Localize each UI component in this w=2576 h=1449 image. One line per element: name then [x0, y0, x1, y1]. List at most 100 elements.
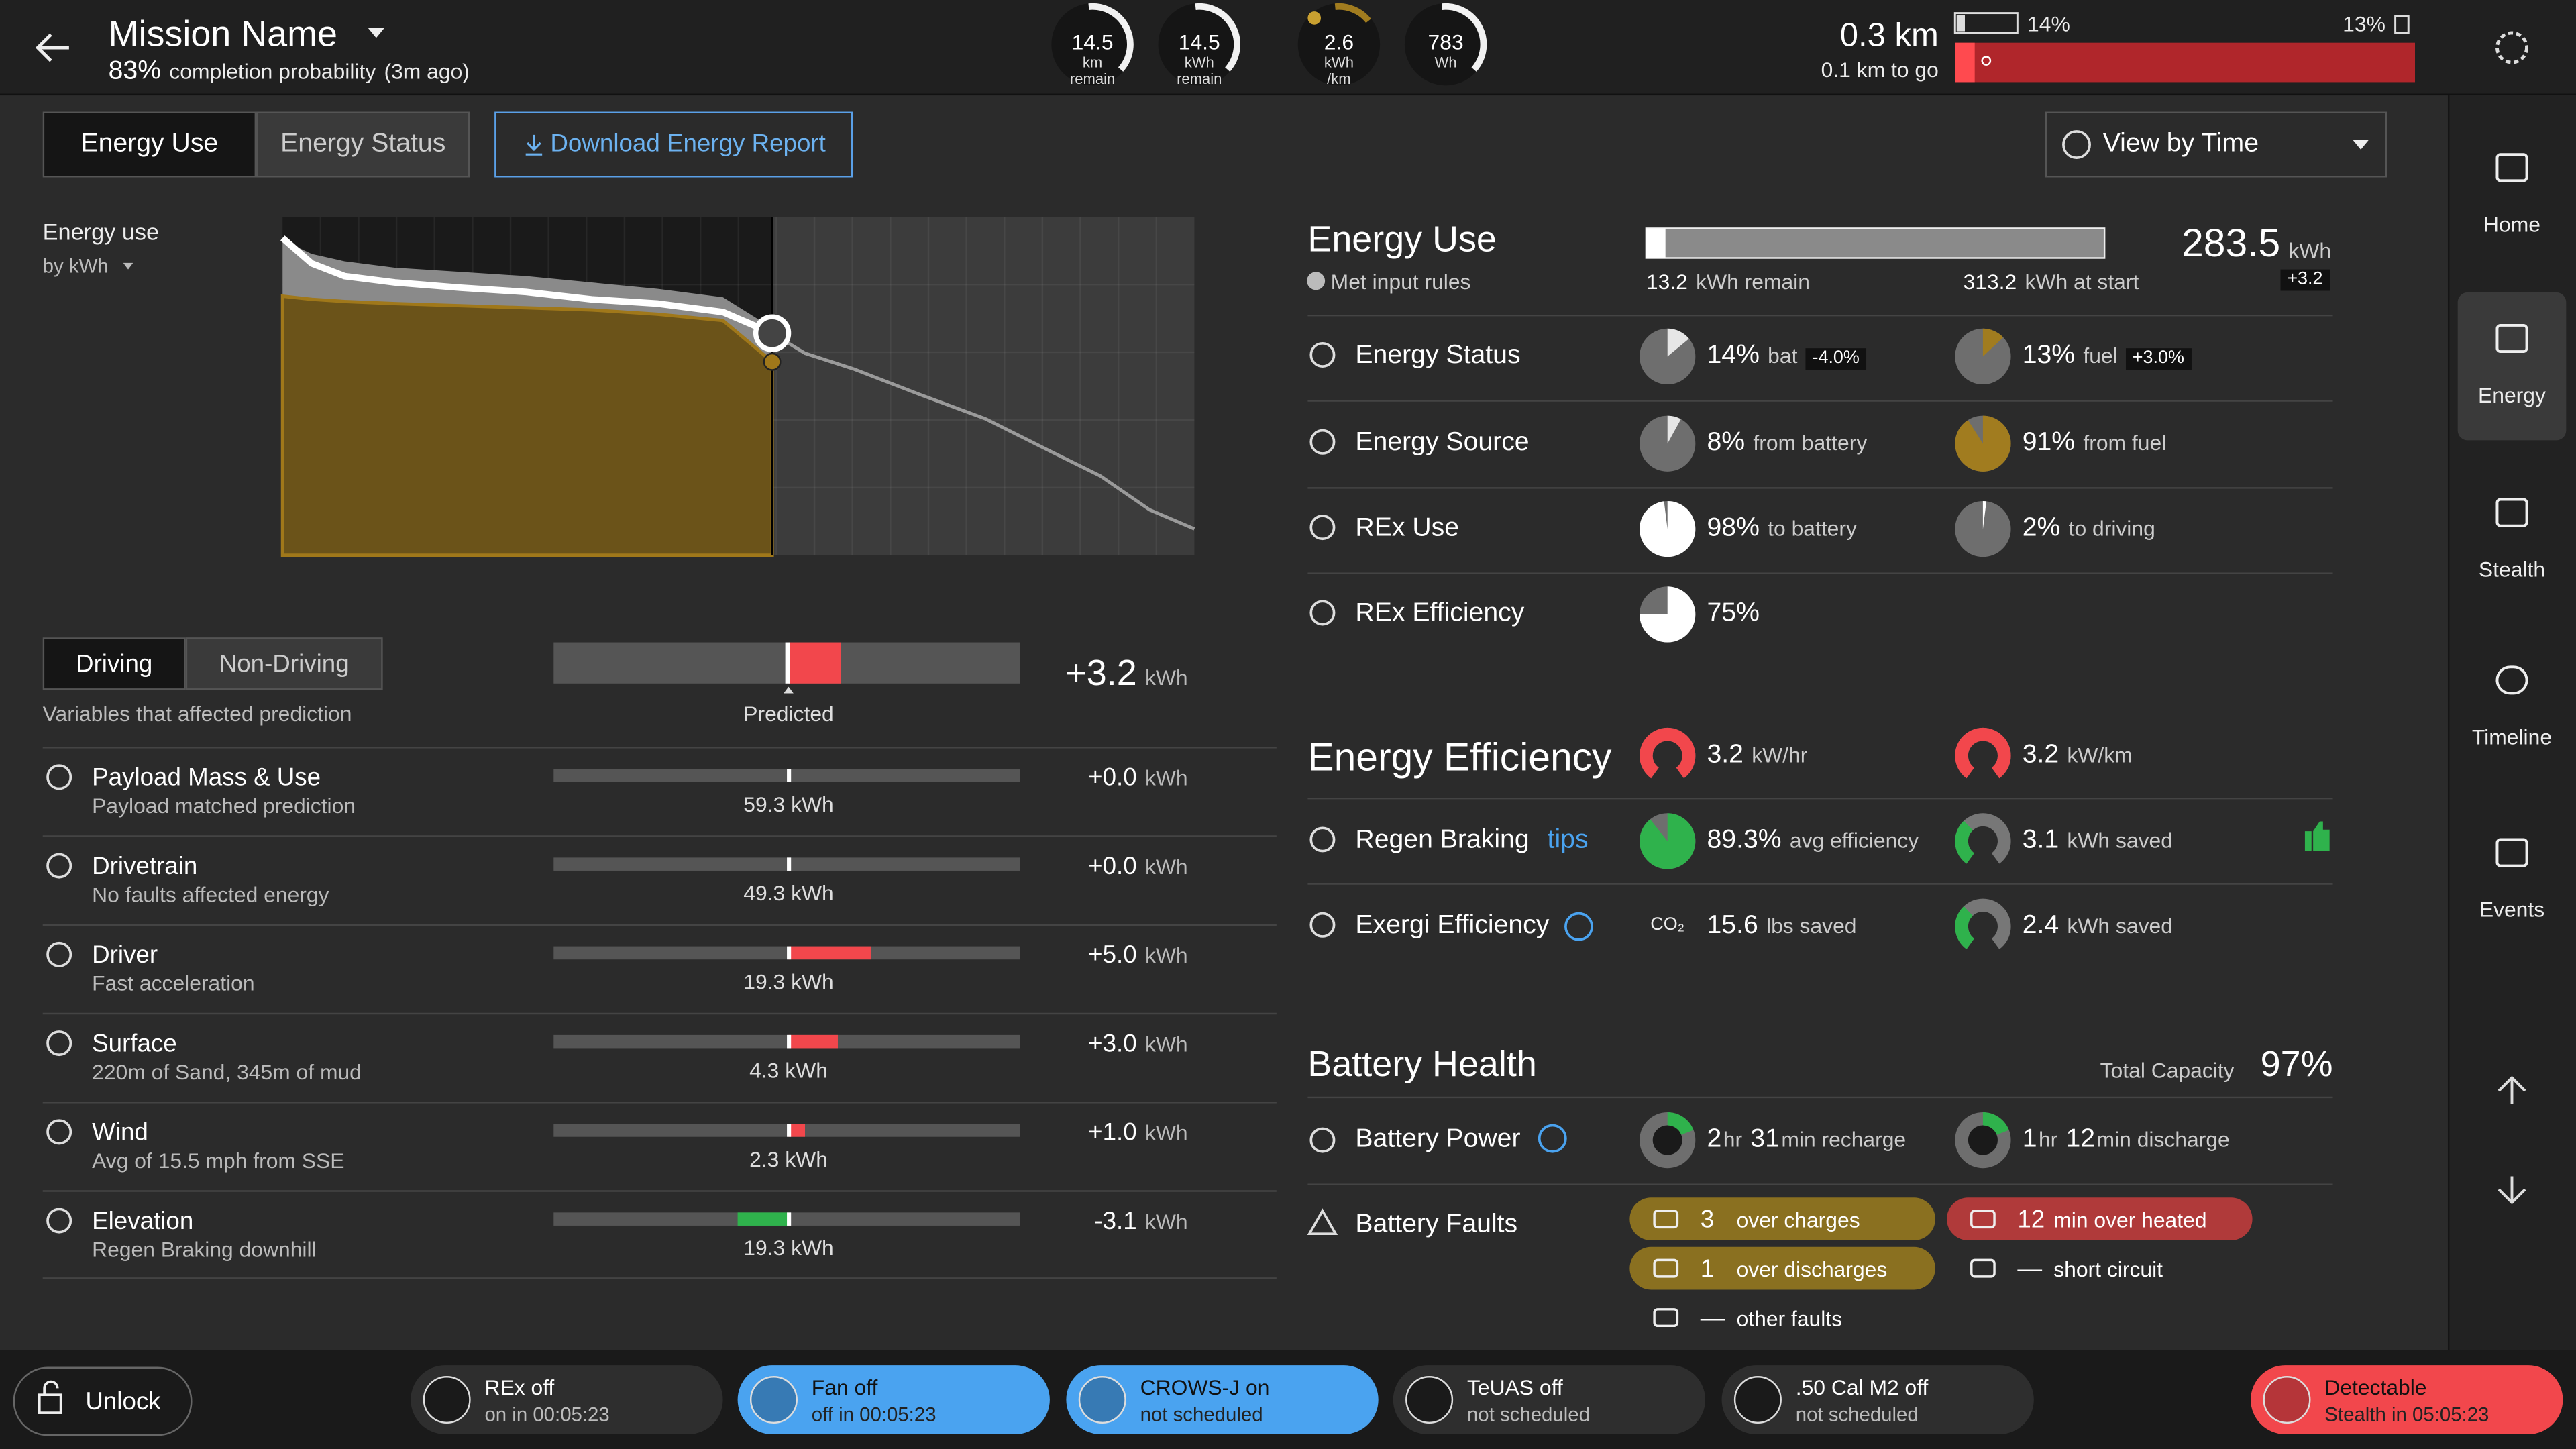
marker: [787, 1034, 792, 1049]
status-icon: [1405, 1376, 1454, 1424]
tab[interactable]: [256, 111, 470, 178]
efficiency-value: 2.4 kWh saved: [2023, 912, 2173, 940]
status-icon: [1733, 1376, 1782, 1424]
fault-count: 12: [2017, 1205, 2045, 1234]
delta-bar: [788, 946, 871, 960]
pct-group: 8% from battery: [1707, 429, 1868, 457]
tab[interactable]: [42, 111, 257, 178]
gauge-fill: [1955, 820, 1975, 864]
marker: [787, 857, 792, 871]
pct-text: to battery: [1768, 515, 1857, 541]
row-title: Payload Mass & Use: [92, 763, 321, 792]
text: (3m ago): [384, 59, 470, 84]
capacity: 97%: [2260, 1043, 2333, 1085]
row-label: Energy Status: [1355, 341, 1521, 370]
sidebar-label: Events: [2479, 897, 2545, 922]
status-title: Fan off: [811, 1375, 878, 1400]
status-title: Detectable: [2324, 1375, 2427, 1400]
row-icon: [46, 853, 72, 879]
gauge-arc: [1441, 3, 1487, 72]
power-icon-center: [1652, 1125, 1682, 1155]
text: min discharge: [2096, 1127, 2230, 1152]
sidebar-icon: [2496, 838, 2528, 867]
status-icon: [749, 1376, 798, 1424]
row-delta: +3.0: [1088, 1030, 1137, 1059]
text: 1: [2022, 1125, 2037, 1154]
pie-slice: [1955, 415, 2011, 472]
scroll-down: [2498, 1176, 2526, 1205]
view-select[interactable]: [2045, 111, 2387, 178]
tab-label: Energy Status: [280, 129, 446, 158]
pct-group: 98% to battery: [1707, 514, 1857, 543]
status-pill[interactable]: [737, 1365, 1050, 1434]
info-icon: [1538, 1124, 1567, 1153]
pie-slice: [1667, 415, 1681, 444]
unlock-label: Unlock: [85, 1388, 161, 1417]
chart-area: [280, 294, 774, 557]
section-title: Energy Efficiency: [1307, 736, 1612, 781]
row-delta: -3.1: [1094, 1208, 1137, 1236]
efficiency-value: 3.2 kW/hr: [1707, 742, 1808, 769]
pct-value: 75: [1707, 599, 1737, 628]
total-unit: kWh: [1144, 665, 1188, 690]
efficiency-value: 3.1 kWh saved: [2023, 827, 2173, 854]
section-title: Energy Use: [1307, 218, 1497, 260]
row-subtitle: Regen Braking downhill: [92, 1237, 317, 1262]
pct-unit: %: [1736, 599, 1760, 628]
tab-label: Energy Use: [80, 129, 219, 158]
text: hr: [2038, 1127, 2058, 1152]
sidebar-icon: [2496, 153, 2528, 182]
gauge-arc: [1195, 3, 1240, 72]
text: kW/hr: [1752, 742, 1808, 767]
row-delta: +1.0: [1088, 1118, 1137, 1147]
gauge-value: 783: [1428, 30, 1464, 54]
text: 83%: [108, 57, 162, 86]
text: %: [1758, 826, 1782, 855]
battery-level: [1956, 15, 1965, 32]
section-title: Battery Health: [1307, 1043, 1537, 1085]
co2-icon: CO₂: [1650, 915, 1685, 935]
select-caret: [2352, 140, 2369, 150]
pie-slice: [1640, 813, 1696, 869]
title-dropdown: [368, 28, 385, 38]
energy-bar-track: [1645, 227, 2106, 259]
pct-value: 98: [1707, 514, 1737, 543]
row-unit: kWh: [1144, 1031, 1188, 1057]
subtitle-caret: [123, 262, 133, 270]
row-base: 2.3 kWh: [749, 1146, 828, 1172]
unlock-button[interactable]: [13, 1366, 193, 1436]
row-base: 19.3 kWh: [743, 969, 834, 994]
gauge-fill: [1955, 727, 2011, 779]
fault-icon: [1653, 1258, 1679, 1278]
text: 2: [1707, 1125, 1722, 1154]
chart-line: [280, 235, 774, 337]
pct-text: to driving: [2068, 515, 2155, 541]
row-title: Surface: [92, 1030, 177, 1059]
text: kWh at start: [2025, 269, 2139, 294]
status-pill[interactable]: [2251, 1365, 2563, 1434]
row-title: Drivetrain: [92, 853, 198, 881]
row-label: REx Efficiency: [1355, 599, 1525, 628]
status-pill[interactable]: [1066, 1365, 1379, 1434]
row-icon: [46, 764, 72, 790]
row-icon: [46, 941, 72, 967]
download-button[interactable]: [494, 111, 853, 178]
range-pos: [1981, 56, 1992, 66]
gauge-bg: [1297, 3, 1381, 86]
badge: +3.0%: [2125, 348, 2191, 370]
status-sub: off in 00:05:23: [811, 1403, 936, 1426]
power-value: 2 hr 31 min recharge: [1707, 1125, 1906, 1154]
gauge-unit: kWh: [1324, 54, 1354, 71]
row-unit: kWh: [1144, 1209, 1188, 1234]
pct-unit: %: [1721, 429, 1746, 457]
tab[interactable]: [42, 637, 186, 690]
status: Met input rules: [1330, 269, 1471, 294]
delta-bar: [788, 1124, 806, 1137]
status-sub: not scheduled: [1795, 1403, 1919, 1426]
pie-slice: [1982, 500, 1987, 529]
text: +3.2: [1065, 652, 1137, 694]
pct-text: from battery: [1753, 430, 1868, 455]
badge: -4.0%: [1805, 348, 1866, 370]
chart-title: Energy use: [42, 218, 160, 245]
tab[interactable]: [185, 637, 383, 690]
